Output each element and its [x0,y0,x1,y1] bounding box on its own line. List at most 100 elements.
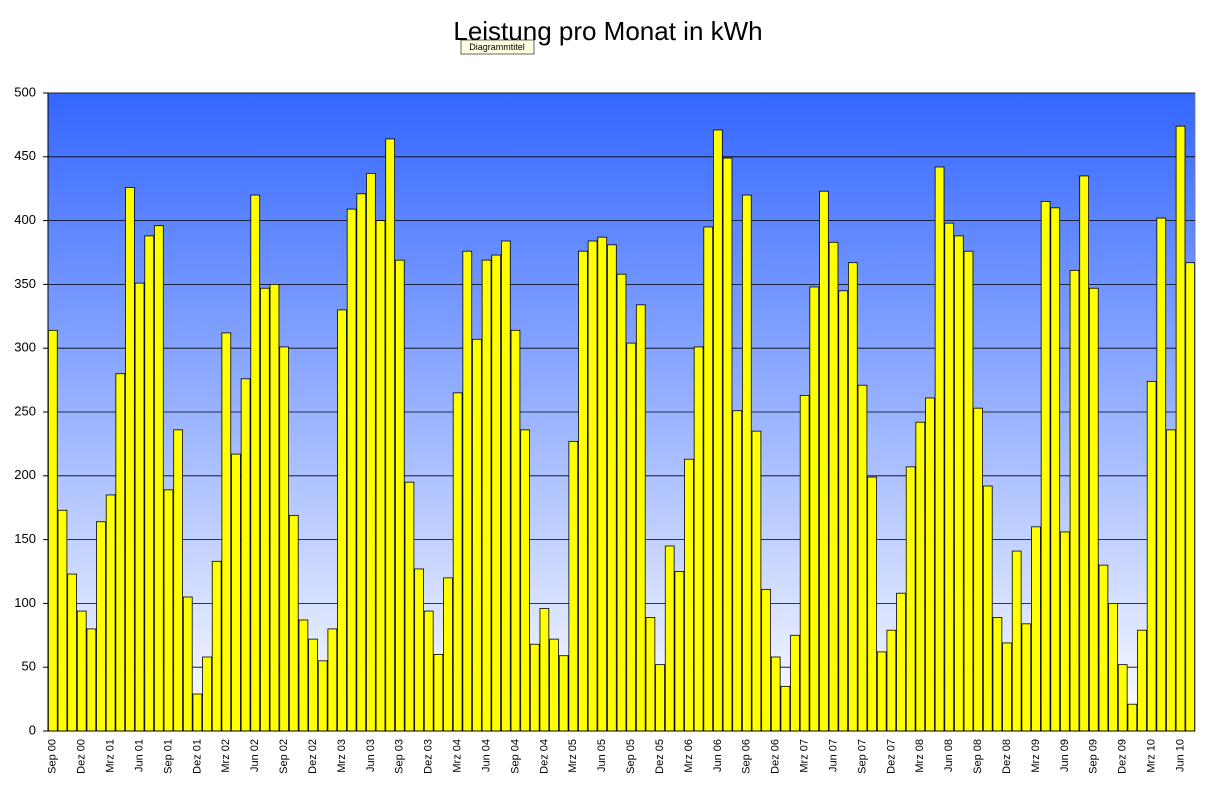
bar [1175,125,1186,732]
bar [1040,201,1051,732]
bar [510,329,521,732]
bar [356,193,367,732]
bar [857,384,868,732]
bar [626,342,636,732]
bar [76,610,87,732]
bar [96,521,106,732]
bar [799,395,810,732]
bar [925,397,935,732]
bar [154,225,164,732]
bar [462,250,473,732]
bar [992,617,1003,732]
bar [1156,217,1167,732]
bar [163,489,174,732]
x-tick-label: Dez 07 [885,739,897,774]
bar [501,240,511,732]
bar [173,429,183,732]
bar [896,592,906,732]
bar [558,655,569,732]
bar [414,568,424,732]
x-tick-label: Mrz 06 [683,739,695,773]
x-tick-label: Mrz 09 [1030,739,1042,773]
bar [578,250,588,732]
bar [703,226,714,732]
y-tick-label: 450 [14,148,36,163]
bar [337,309,347,732]
bar [1098,564,1109,732]
bar [780,685,791,732]
bar [838,290,849,732]
bar [655,664,665,732]
x-tick-label: Mrz 03 [336,739,348,773]
x-tick-label: Dez 00 [76,739,88,774]
x-tick-label: Dez 02 [307,739,319,774]
bar [915,421,926,732]
bar [587,240,598,732]
bar [982,485,993,732]
bar [934,166,945,732]
bar [597,236,608,732]
bar [905,466,916,732]
x-tick-label: Jun 05 [596,739,608,772]
y-tick-label: 200 [14,467,36,482]
bar [973,407,983,732]
x-tick-label: Sep 07 [856,739,868,774]
bar [327,628,338,732]
x-tick-label: Dez 08 [1001,739,1013,774]
x-tick-label: Mrz 04 [452,739,464,773]
bar [182,596,193,732]
bar [346,208,357,732]
x-tick-label: Dez 09 [1117,739,1129,774]
y-tick-label: 300 [14,340,36,355]
y-tick-label: 150 [14,531,36,546]
y-tick-label: 500 [14,84,36,99]
bar [1079,175,1089,732]
bar [770,656,781,732]
bar [231,453,241,732]
bar [751,430,762,732]
bar [1137,629,1147,732]
tooltip: Diagrammtitel [469,42,525,52]
bar [732,410,742,732]
x-tick-label: Dez 03 [423,739,435,774]
x-tick-label: Sep 06 [741,739,753,774]
bar [452,392,463,732]
bar [819,190,829,732]
bar [375,220,386,732]
bar [105,494,116,732]
bar [279,346,289,732]
x-tick-label: Jun 07 [827,739,839,772]
bar [298,619,309,732]
bar [491,254,502,732]
bar [664,545,675,732]
bar [250,194,261,732]
x-tick-label: Sep 02 [278,739,290,774]
x-tick-label: Jun 04 [480,739,492,772]
y-tick-label: 100 [14,595,36,610]
bar [1088,287,1099,732]
bar [202,656,212,732]
x-tick-label: Mrz 01 [105,739,117,773]
tooltip-box [460,39,535,55]
bar [1011,550,1022,732]
y-tick-label: 400 [14,212,36,227]
bar [1060,531,1070,732]
x-tick-label: Sep 04 [509,739,521,774]
bar [394,259,405,732]
bar [954,235,964,732]
bar [308,638,318,732]
bar [404,481,415,732]
bar [1108,603,1118,732]
bar [828,241,839,732]
bar [847,262,858,732]
bar [963,250,974,732]
x-tick-label: Sep 00 [47,739,59,774]
x-tick-label: Dez 04 [538,739,550,774]
bar [317,660,328,732]
x-tick-label: Sep 01 [162,739,174,774]
y-tick-label: 0 [29,722,36,737]
x-tick-label: Jun 09 [1059,739,1071,772]
y-tick-label: 350 [14,276,36,291]
bar [211,560,222,732]
bar [693,346,704,732]
